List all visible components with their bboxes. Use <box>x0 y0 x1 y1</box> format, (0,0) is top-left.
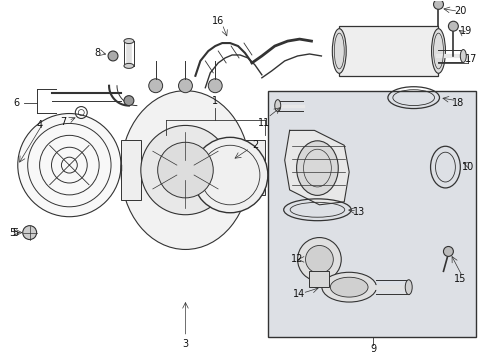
Text: 9: 9 <box>370 344 376 354</box>
Circle shape <box>297 238 341 281</box>
Bar <box>268 91 476 337</box>
Text: 12: 12 <box>292 255 304 264</box>
Text: 15: 15 <box>454 274 466 284</box>
Text: 5: 5 <box>13 228 19 238</box>
Circle shape <box>158 142 213 198</box>
Text: 2: 2 <box>252 140 258 150</box>
Text: 5: 5 <box>9 228 15 238</box>
Bar <box>245 140 265 195</box>
Text: 10: 10 <box>462 162 474 172</box>
Circle shape <box>306 246 333 273</box>
Ellipse shape <box>121 91 250 249</box>
Ellipse shape <box>460 50 466 62</box>
Text: 14: 14 <box>294 289 306 299</box>
Text: 19: 19 <box>460 26 472 36</box>
Text: 11: 11 <box>258 118 270 129</box>
Text: 3: 3 <box>182 339 189 349</box>
Ellipse shape <box>432 29 445 73</box>
Text: 1: 1 <box>212 96 218 105</box>
Circle shape <box>448 21 458 31</box>
Text: 6: 6 <box>14 98 20 108</box>
Circle shape <box>208 79 222 93</box>
Ellipse shape <box>275 100 281 112</box>
Ellipse shape <box>332 29 346 73</box>
Circle shape <box>443 247 453 256</box>
Ellipse shape <box>124 39 134 44</box>
Text: 18: 18 <box>452 98 465 108</box>
Ellipse shape <box>405 280 412 294</box>
Ellipse shape <box>124 63 134 68</box>
Bar <box>310 271 329 287</box>
Circle shape <box>23 226 37 239</box>
Circle shape <box>178 79 193 93</box>
Text: 7: 7 <box>60 117 67 127</box>
Text: 17: 17 <box>465 54 477 64</box>
Text: 13: 13 <box>353 207 365 217</box>
Circle shape <box>18 113 121 217</box>
Ellipse shape <box>296 141 338 195</box>
Ellipse shape <box>322 272 376 302</box>
Ellipse shape <box>330 277 368 297</box>
Text: 8: 8 <box>94 48 100 58</box>
Circle shape <box>124 96 134 105</box>
Polygon shape <box>285 130 349 205</box>
Circle shape <box>193 137 268 213</box>
Bar <box>121 140 141 200</box>
Text: 20: 20 <box>454 6 466 16</box>
Circle shape <box>108 51 118 61</box>
Text: 4: 4 <box>37 121 43 130</box>
Text: 16: 16 <box>212 16 224 26</box>
Circle shape <box>141 125 230 215</box>
Bar <box>339 26 439 76</box>
Circle shape <box>434 0 443 9</box>
Circle shape <box>149 79 163 93</box>
